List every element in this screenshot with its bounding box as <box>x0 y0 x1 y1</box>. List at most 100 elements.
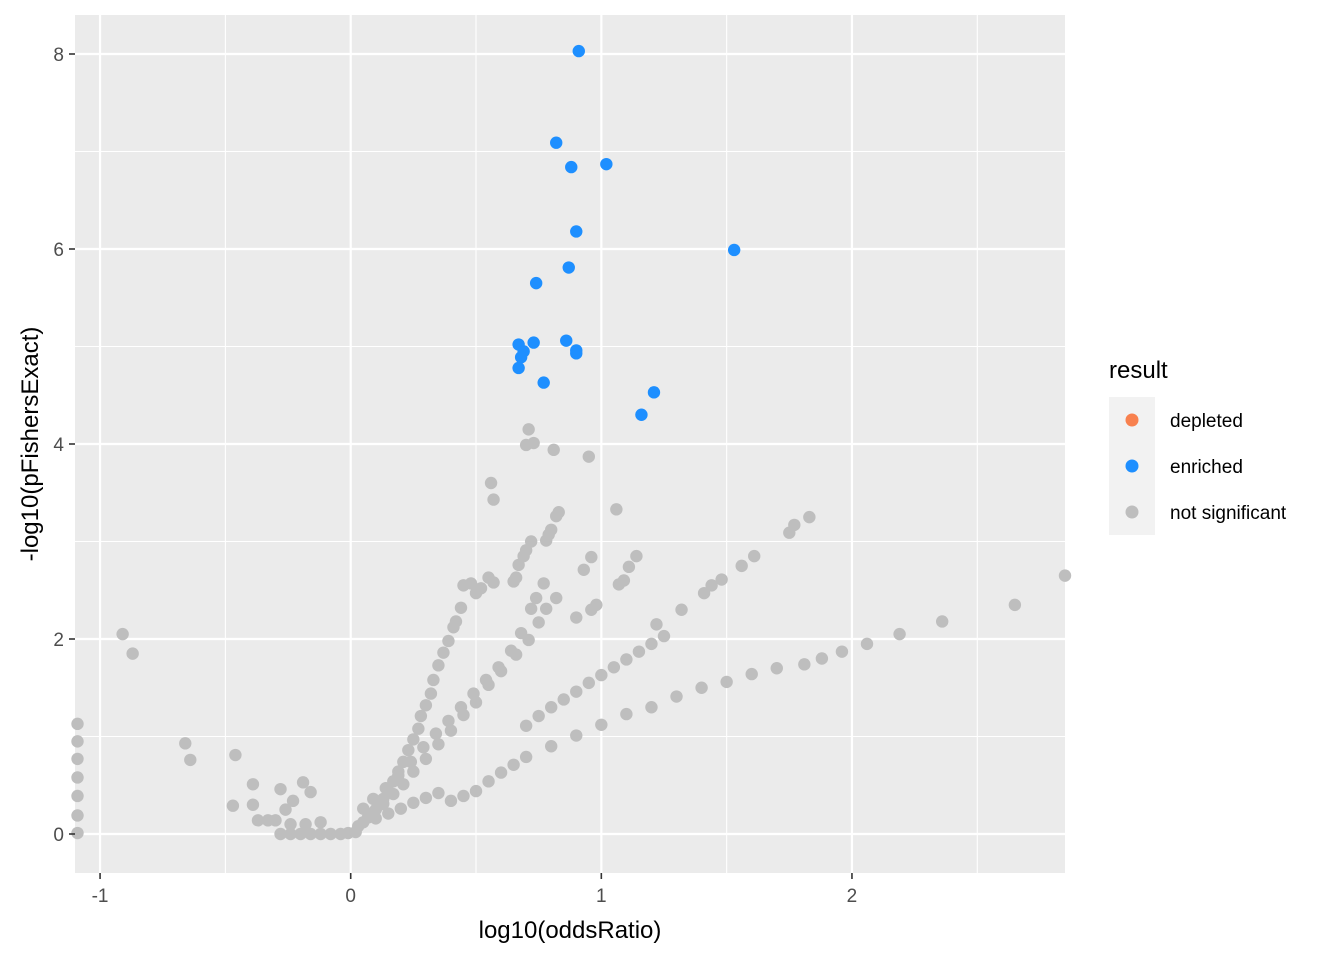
y-tick-label: 6 <box>53 240 64 261</box>
legend: result depleted enriched not significant <box>1109 357 1287 535</box>
point-not-significant <box>570 611 583 624</box>
legend-key-enriched <box>1125 459 1139 473</box>
point-enriched <box>635 408 648 421</box>
point-not-significant <box>179 737 192 750</box>
point-not-significant <box>71 735 84 748</box>
point-not-significant <box>392 769 405 782</box>
point-not-significant <box>352 820 365 833</box>
point-not-significant <box>620 653 633 666</box>
point-enriched <box>560 334 573 347</box>
point-not-significant <box>539 602 553 615</box>
point-not-significant <box>504 644 518 657</box>
point-not-significant <box>675 603 688 616</box>
point-enriched <box>565 160 578 174</box>
point-not-significant <box>492 661 505 674</box>
point-not-significant <box>419 752 433 766</box>
point-not-significant <box>394 802 408 815</box>
point-not-significant <box>469 784 483 798</box>
point-not-significant <box>229 748 242 762</box>
point-not-significant <box>432 659 445 672</box>
point-not-significant <box>369 812 382 825</box>
point-not-significant <box>71 771 84 784</box>
point-not-significant <box>835 645 849 658</box>
point-not-significant <box>484 476 498 490</box>
point-not-significant <box>274 782 287 796</box>
point-not-significant <box>274 827 287 841</box>
point-not-significant <box>595 668 608 682</box>
x-tick-label: -1 <box>92 886 109 907</box>
point-not-significant <box>610 503 623 516</box>
point-not-significant <box>314 827 327 841</box>
point-not-significant <box>893 627 906 641</box>
point-not-significant <box>116 627 129 641</box>
point-not-significant <box>454 601 468 614</box>
point-not-significant <box>457 579 470 592</box>
point-not-significant <box>407 796 420 809</box>
point-not-significant <box>595 718 608 731</box>
point-not-significant <box>419 791 433 805</box>
point-not-significant <box>412 722 425 735</box>
x-tick-label: 0 <box>345 886 356 907</box>
point-not-significant <box>720 675 733 689</box>
point-not-significant <box>645 701 658 714</box>
point-not-significant <box>407 765 420 778</box>
point-not-significant <box>437 646 450 659</box>
point-not-significant <box>404 755 418 769</box>
point-not-significant <box>532 709 545 723</box>
point-enriched <box>727 243 741 257</box>
point-not-significant <box>524 602 538 615</box>
x-axis-title: log10(oddsRatio) <box>479 917 662 944</box>
point-not-significant <box>514 626 528 640</box>
point-not-significant <box>860 637 874 651</box>
legend-label-enriched: enriched <box>1170 457 1243 478</box>
point-not-significant <box>545 701 558 714</box>
point-not-significant <box>286 794 300 808</box>
point-not-significant <box>650 618 663 631</box>
point-enriched <box>647 386 661 399</box>
point-not-significant <box>803 510 816 524</box>
legend-item-enriched: enriched <box>1125 457 1243 478</box>
point-not-significant <box>246 798 260 811</box>
point-enriched <box>550 136 563 149</box>
point-not-significant <box>457 789 470 803</box>
point-not-significant <box>1008 598 1022 612</box>
point-not-significant <box>479 673 493 687</box>
point-not-significant <box>582 450 595 463</box>
point-enriched <box>537 376 550 389</box>
point-enriched <box>570 344 583 357</box>
point-not-significant <box>783 526 796 539</box>
point-not-significant <box>444 724 458 737</box>
point-not-significant <box>512 558 525 572</box>
point-not-significant <box>226 799 240 812</box>
point-enriched <box>562 261 575 274</box>
point-not-significant <box>126 647 139 660</box>
y-tick-label: 8 <box>53 45 64 66</box>
point-not-significant <box>429 727 443 740</box>
point-not-significant <box>414 709 428 723</box>
point-not-significant <box>71 717 84 731</box>
point-not-significant <box>620 707 633 721</box>
point-not-significant <box>294 827 307 841</box>
point-not-significant <box>357 802 370 815</box>
point-not-significant <box>770 662 783 675</box>
point-enriched <box>527 336 540 349</box>
point-not-significant <box>487 493 500 506</box>
point-not-significant <box>519 438 533 452</box>
point-enriched <box>512 361 525 375</box>
point-not-significant <box>269 814 282 827</box>
y-tick-label: 0 <box>53 825 64 846</box>
point-not-significant <box>419 699 433 712</box>
point-not-significant <box>550 509 563 523</box>
point-not-significant <box>494 766 508 779</box>
point-not-significant <box>815 652 829 665</box>
point-not-significant <box>417 741 430 754</box>
point-not-significant <box>251 814 265 827</box>
point-not-significant <box>519 719 533 732</box>
point-enriched <box>600 157 613 171</box>
point-enriched <box>514 351 528 364</box>
point-not-significant <box>612 578 626 591</box>
point-not-significant <box>71 752 84 766</box>
point-not-significant <box>545 740 558 753</box>
point-not-significant <box>444 794 458 808</box>
